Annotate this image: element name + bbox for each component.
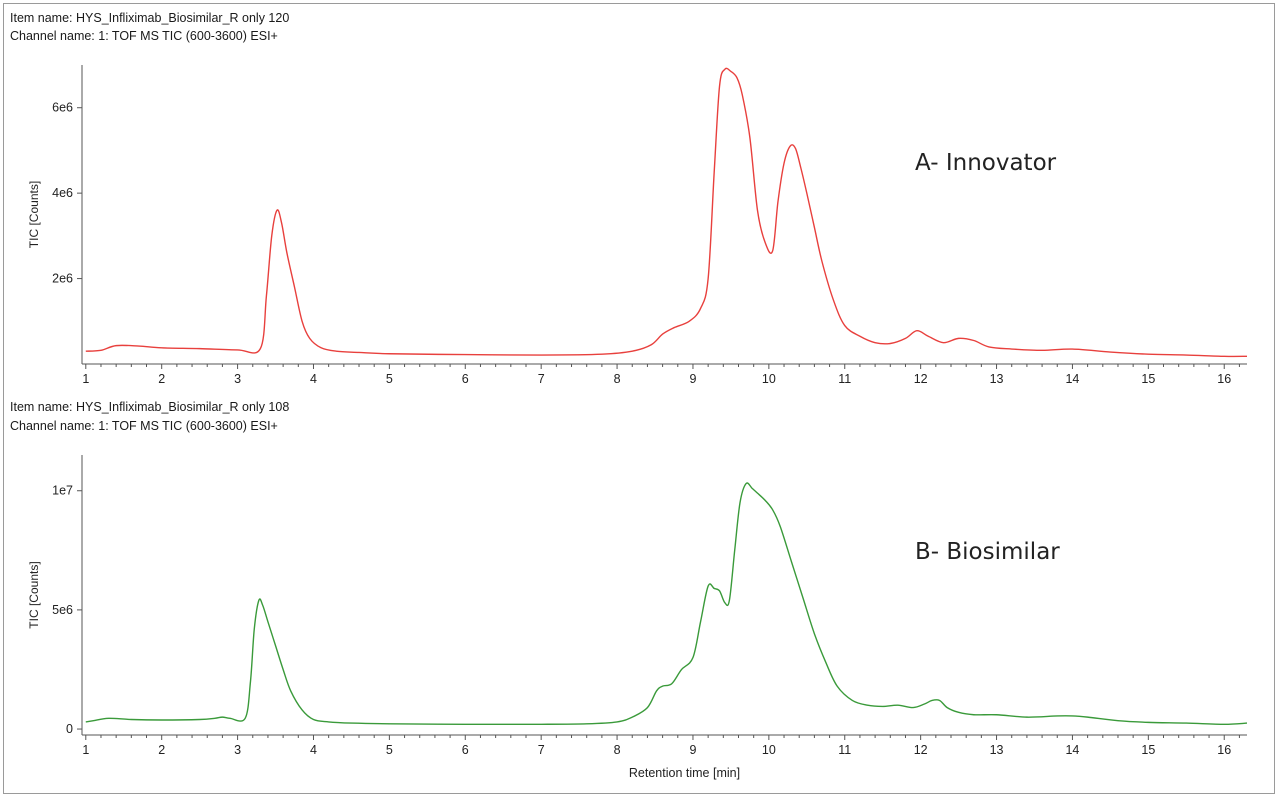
x-tick-label: 7 [538, 372, 545, 386]
panel-b-channel-name: Channel name: 1: TOF MS TIC (600-3600) E… [10, 419, 278, 433]
y-tick-label: 2e6 [52, 272, 73, 286]
y-tick-label: 0 [66, 722, 73, 736]
x-tick-label: 15 [1141, 372, 1155, 386]
x-tick-label: 15 [1141, 743, 1155, 757]
x-tick-label: 1 [82, 743, 89, 757]
x-tick-label: 8 [614, 743, 621, 757]
sample-annotation: A- Innovator [915, 150, 1057, 176]
x-tick-label: 11 [838, 372, 851, 386]
y-tick-label: 6e6 [52, 101, 73, 115]
x-tick-label: 5 [386, 372, 393, 386]
x-tick-label: 13 [990, 372, 1004, 386]
x-tick-label: 5 [386, 743, 393, 757]
x-tick-label: 11 [838, 743, 851, 757]
x-tick-label: 16 [1217, 372, 1231, 386]
x-tick-label: 4 [310, 743, 317, 757]
x-tick-label: 3 [234, 743, 241, 757]
x-tick-label: 13 [990, 743, 1004, 757]
x-tick-label: 8 [614, 372, 621, 386]
x-tick-label: 10 [762, 743, 776, 757]
panel-a-item-name: Item name: HYS_Infliximab_Biosimilar_R o… [10, 11, 289, 25]
y-tick-label: 4e6 [52, 186, 73, 200]
x-tick-label: 12 [914, 372, 928, 386]
y-axis-label: TIC [Counts] [27, 561, 41, 628]
y-tick-label: 1e7 [52, 484, 73, 498]
x-tick-label: 1 [82, 372, 89, 386]
x-tick-label: 9 [689, 372, 696, 386]
y-tick-label: 5e6 [52, 603, 73, 617]
x-tick-label: 10 [762, 372, 776, 386]
panel-b-item-name: Item name: HYS_Infliximab_Biosimilar_R o… [10, 400, 289, 414]
x-tick-label: 14 [1065, 372, 1079, 386]
x-tick-label: 16 [1217, 743, 1231, 757]
x-tick-label: 12 [914, 743, 928, 757]
tic-trace-line [85, 482, 1248, 726]
x-tick-label: 2 [158, 743, 165, 757]
x-tick-label: 6 [462, 372, 469, 386]
x-tick-label: 9 [689, 743, 696, 757]
x-tick-label: 2 [158, 372, 165, 386]
sample-annotation: B- Biosimilar [915, 539, 1060, 565]
panel-a-channel-name: Channel name: 1: TOF MS TIC (600-3600) E… [10, 29, 278, 43]
tic-trace-line [85, 67, 1248, 358]
chart-frame [3, 3, 1275, 794]
x-tick-label: 6 [462, 743, 469, 757]
x-tick-label: 3 [234, 372, 241, 386]
x-axis-label: Retention time [min] [629, 766, 740, 780]
x-tick-label: 14 [1065, 743, 1079, 757]
y-axis-label: TIC [Counts] [27, 181, 41, 248]
x-tick-label: 4 [310, 372, 317, 386]
x-tick-label: 7 [538, 743, 545, 757]
